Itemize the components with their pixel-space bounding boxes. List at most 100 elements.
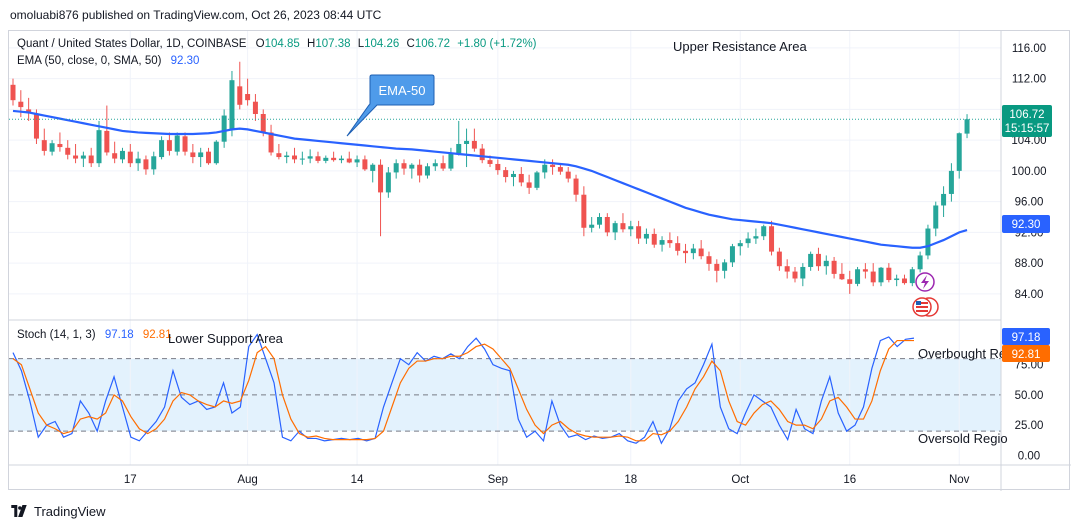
stoch-d-tag[interactable]: 92.81: [1002, 345, 1050, 362]
candle-body[interactable]: [393, 163, 399, 173]
candle-body[interactable]: [698, 248, 704, 257]
upper-resistance-label[interactable]: Upper Resistance Area: [673, 39, 807, 54]
candle-body[interactable]: [917, 255, 923, 270]
candle-body[interactable]: [597, 217, 602, 225]
candle-body[interactable]: [80, 155, 86, 159]
candle-body[interactable]: [557, 167, 563, 172]
candle-body[interactable]: [206, 151, 211, 164]
candle-body[interactable]: [964, 119, 970, 134]
us-flag-icon[interactable]: [912, 297, 939, 317]
ema-callout[interactable]: EMA-50: [346, 74, 435, 137]
candle-body[interactable]: [831, 260, 837, 274]
candle-body[interactable]: [479, 148, 485, 161]
candle-body[interactable]: [315, 156, 321, 161]
time-axis[interactable]: 17 Aug 14 Sep 18 Oct 16 Nov: [124, 474, 970, 486]
candle-body[interactable]: [659, 240, 665, 245]
stoch-legend-label[interactable]: Stoch (14, 1, 3): [17, 329, 96, 341]
candle-body[interactable]: [518, 173, 524, 183]
candle-body[interactable]: [510, 173, 516, 178]
symbol-name[interactable]: Quant / United States Dollar, 1D, COINBA…: [17, 38, 247, 50]
candle-body[interactable]: [503, 170, 509, 178]
candle-body[interactable]: [808, 253, 814, 267]
candle-body[interactable]: [862, 269, 868, 272]
candle-body[interactable]: [471, 140, 477, 149]
candle-body[interactable]: [26, 109, 32, 113]
candle-body[interactable]: [761, 226, 767, 237]
candle-body[interactable]: [49, 143, 55, 152]
candle-body[interactable]: [409, 164, 415, 169]
footer-brand[interactable]: TradingView: [34, 503, 106, 519]
stoch-d-line[interactable]: [12, 339, 914, 442]
candle-body[interactable]: [487, 160, 493, 164]
candle-body[interactable]: [237, 86, 243, 105]
candle-body[interactable]: [127, 151, 133, 164]
candle-body[interactable]: [135, 158, 141, 164]
candle-body[interactable]: [57, 143, 63, 148]
ema-legend-label[interactable]: EMA (50, close, 0, SMA, 50): [17, 55, 162, 67]
candle-body[interactable]: [901, 278, 907, 284]
candle-body[interactable]: [284, 155, 290, 158]
candle-body[interactable]: [526, 182, 532, 188]
candle-body[interactable]: [683, 250, 689, 254]
candle-body[interactable]: [565, 171, 571, 179]
candle-body[interactable]: [839, 273, 845, 280]
candle-body[interactable]: [776, 251, 782, 267]
candle-body[interactable]: [737, 243, 743, 247]
candle-body[interactable]: [41, 140, 47, 151]
candle-body[interactable]: [604, 217, 610, 233]
candle-body[interactable]: [166, 140, 172, 151]
candle-body[interactable]: [714, 263, 720, 271]
candle-body[interactable]: [870, 271, 876, 283]
candle-body[interactable]: [815, 253, 821, 267]
candle-body[interactable]: [745, 238, 751, 244]
candles[interactable]: [10, 61, 970, 294]
lower-support-label[interactable]: Lower Support Area: [168, 331, 284, 346]
candle-body[interactable]: [119, 150, 125, 160]
candle-body[interactable]: [886, 267, 892, 281]
candle-body[interactable]: [73, 155, 79, 159]
candle-body[interactable]: [909, 269, 915, 284]
candle-body[interactable]: [581, 194, 587, 228]
candle-body[interactable]: [96, 130, 102, 164]
candle-body[interactable]: [198, 152, 204, 158]
candle-body[interactable]: [260, 114, 266, 133]
candle-body[interactable]: [800, 266, 806, 279]
candle-body[interactable]: [33, 114, 39, 139]
candle-body[interactable]: [417, 164, 423, 176]
candle-body[interactable]: [385, 172, 391, 193]
candle-body[interactable]: [65, 147, 71, 155]
candle-body[interactable]: [534, 172, 540, 188]
candle-body[interactable]: [104, 130, 110, 153]
stoch-k-line[interactable]: [12, 333, 915, 445]
candle-body[interactable]: [221, 115, 227, 142]
price-axis[interactable]: 84.0088.0092.0096.00100.00104.00108.0011…: [1011, 43, 1046, 301]
candle-body[interactable]: [112, 153, 118, 159]
candle-body[interactable]: [847, 279, 853, 284]
candle-body[interactable]: [925, 228, 931, 256]
lightning-icon[interactable]: [915, 272, 935, 292]
candle-body[interactable]: [948, 170, 954, 194]
last-price-tag[interactable]: 106.72 15:15:57: [1002, 105, 1052, 137]
candle-body[interactable]: [753, 236, 759, 239]
candle-body[interactable]: [378, 164, 384, 193]
candle-body[interactable]: [370, 164, 376, 171]
ema-line[interactable]: [12, 109, 968, 249]
tradingview-logo-icon[interactable]: [10, 505, 28, 517]
ema-price-tag[interactable]: 92.30: [1002, 215, 1050, 233]
candle-body[interactable]: [323, 157, 329, 161]
candle-body[interactable]: [956, 133, 962, 171]
candle-body[interactable]: [307, 156, 313, 159]
chart-svg[interactable]: 84.0088.0092.0096.00100.00104.00108.0011…: [9, 31, 1071, 491]
candle-body[interactable]: [159, 140, 165, 158]
candle-body[interactable]: [10, 84, 16, 101]
candle-body[interactable]: [769, 226, 775, 252]
candle-body[interactable]: [401, 163, 407, 169]
candle-body[interactable]: [550, 164, 556, 168]
candle-body[interactable]: [651, 233, 657, 245]
candle-body[interactable]: [151, 156, 157, 170]
candle-body[interactable]: [346, 158, 352, 163]
candle-body[interactable]: [495, 163, 501, 171]
candle-body[interactable]: [440, 163, 446, 169]
candle-body[interactable]: [941, 193, 947, 206]
oversold-label[interactable]: Oversold Regio: [918, 431, 1008, 446]
